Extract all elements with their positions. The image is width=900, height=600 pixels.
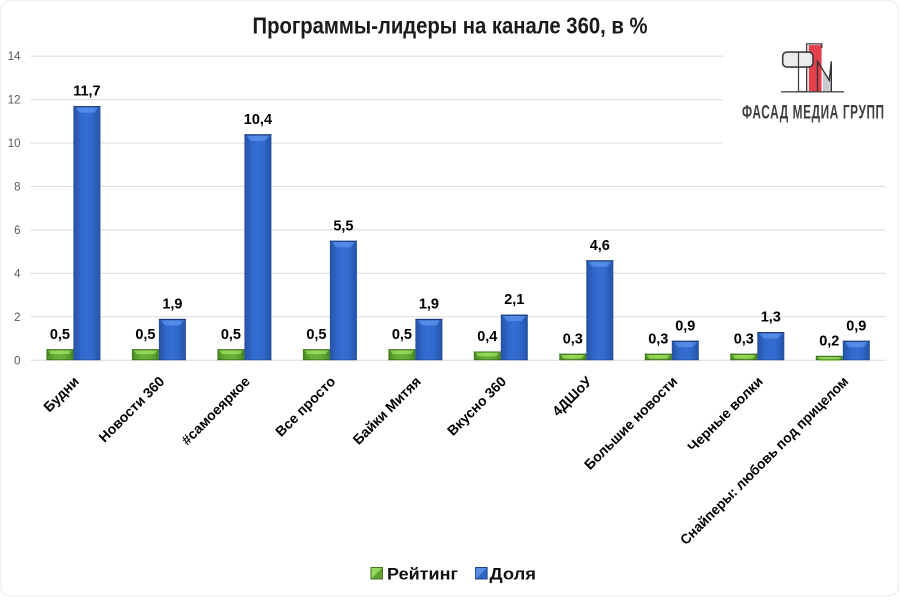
svg-text:10: 10 — [8, 138, 21, 150]
svg-text:14: 14 — [8, 51, 21, 63]
svg-text:4: 4 — [14, 268, 21, 280]
svg-text:0,9: 0,9 — [675, 318, 695, 334]
svg-text:12: 12 — [8, 95, 21, 107]
svg-text:Рейтинг: Рейтинг — [387, 565, 458, 584]
svg-text:0: 0 — [14, 355, 20, 367]
svg-text:ФАСАД МЕДИА ГРУПП: ФАСАД МЕДИА ГРУПП — [742, 103, 885, 123]
svg-text:0,3: 0,3 — [734, 331, 754, 347]
svg-text:0,5: 0,5 — [221, 327, 241, 343]
svg-text:0,5: 0,5 — [135, 327, 155, 343]
svg-text:5,5: 5,5 — [333, 218, 353, 234]
svg-text:0,3: 0,3 — [563, 331, 583, 347]
svg-text:2,1: 2,1 — [504, 292, 524, 308]
svg-text:11,7: 11,7 — [73, 84, 100, 100]
svg-text:4,6: 4,6 — [590, 238, 610, 254]
svg-text:1,3: 1,3 — [761, 310, 781, 326]
svg-text:0,3: 0,3 — [648, 331, 668, 347]
svg-text:0,9: 0,9 — [846, 318, 866, 334]
svg-text:0,2: 0,2 — [819, 334, 839, 350]
svg-text:Доля: Доля — [490, 565, 537, 584]
svg-text:1,9: 1,9 — [419, 297, 439, 313]
svg-text:10,4: 10,4 — [244, 112, 272, 128]
svg-text:0,5: 0,5 — [50, 327, 70, 343]
svg-text:2: 2 — [14, 312, 20, 324]
svg-text:0,5: 0,5 — [306, 327, 326, 343]
svg-text:0,4: 0,4 — [477, 329, 497, 345]
svg-text:0,5: 0,5 — [392, 327, 412, 343]
svg-text:8: 8 — [14, 182, 20, 194]
svg-text:Программы-лидеры на канале 360: Программы-лидеры на канале 360, в % — [253, 13, 648, 39]
svg-text:1,9: 1,9 — [162, 297, 182, 313]
svg-text:6: 6 — [14, 225, 20, 237]
